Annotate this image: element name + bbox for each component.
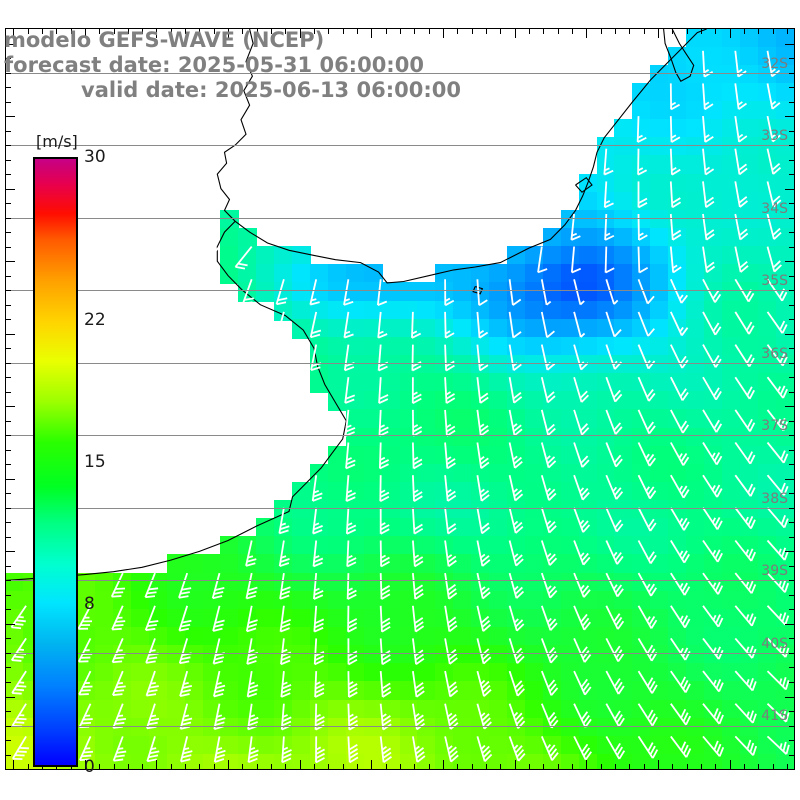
lat-tick-label: 37S [761, 418, 788, 435]
grid-line-latitude [6, 72, 794, 74]
lat-tick-label: 36S [761, 345, 788, 362]
grid-line-latitude [6, 580, 794, 582]
lat-tick-label: 41S [761, 708, 788, 725]
colorbar-tick-15: 15 [84, 452, 106, 472]
colorbar-tick-30: 30 [84, 147, 106, 167]
grid-line-latitude [6, 217, 794, 219]
lat-tick-label: 34S [761, 200, 788, 217]
bottom-tick-marks [6, 29, 794, 769]
grid-line-latitude [6, 145, 794, 147]
lat-tick-label: 40S [761, 635, 788, 652]
coastline-overlay [6, 29, 794, 769]
lat-tick-label: 35S [761, 273, 788, 290]
grid-line-latitude [6, 725, 794, 727]
lat-tick-label: 32S [761, 55, 788, 72]
wind-speed-raster [6, 29, 794, 769]
lat-tick-label: 33S [761, 128, 788, 145]
colorbar-tick-8: 8 [84, 594, 95, 615]
grid-line-latitude [6, 290, 794, 292]
grid-line-latitude [6, 435, 794, 437]
right-tick-marks [6, 29, 794, 769]
colorbar-tick-0: 0 [84, 757, 95, 777]
colorbar-gradient [33, 157, 78, 767]
top-tick-marks [6, 29, 794, 769]
left-tick-marks [6, 29, 794, 769]
map-plot-area[interactable]: 32S 33S 34S 35S 36S 37S 38S 39S 40S 41S [5, 28, 795, 770]
grid-line-latitude [6, 652, 794, 654]
graticule [6, 29, 794, 769]
lat-tick-label: 38S [761, 490, 788, 507]
colorbar[interactable] [33, 157, 78, 767]
grid-line-latitude [6, 362, 794, 364]
grid-line-latitude [6, 507, 794, 509]
colorbar-unit-label: [m/s] [36, 132, 78, 151]
colorbar-tick-22: 22 [84, 309, 106, 330]
lat-tick-label: 39S [761, 563, 788, 580]
